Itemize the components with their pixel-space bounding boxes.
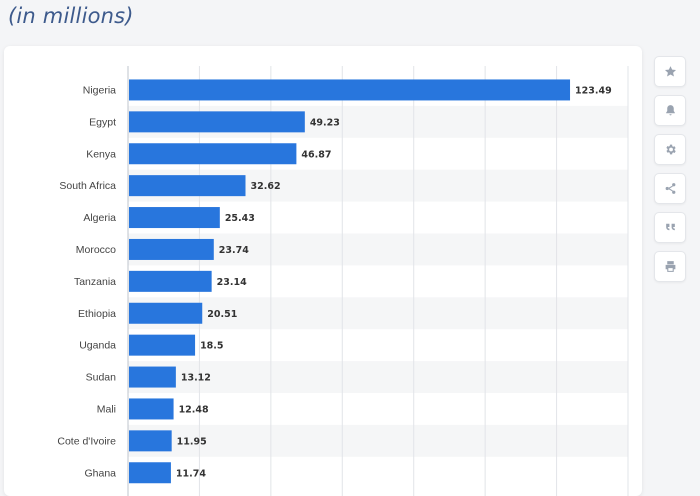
category-label: Tanzania: [74, 276, 116, 288]
bar[interactable]: [129, 79, 571, 101]
category-label: Ghana: [84, 467, 116, 479]
value-label: 11.74: [176, 468, 206, 479]
favorite-button[interactable]: [654, 56, 686, 87]
category-label: Sudan: [86, 372, 117, 384]
bar[interactable]: [129, 334, 196, 356]
row-band: [128, 361, 628, 393]
value-label: 12.48: [179, 404, 209, 415]
value-label: 46.87: [301, 149, 331, 160]
bar-chart: Nigeria 123.49 Egypt 49.23 Kenya 46.87 South A…: [57, 66, 629, 496]
chart-card: Nigeria 123.49 Egypt 49.23 Kenya 46.87 South A…: [4, 46, 642, 496]
bar[interactable]: [129, 238, 214, 260]
print-icon: [665, 261, 675, 272]
quote-icon: [665, 223, 675, 231]
bar[interactable]: [129, 366, 176, 388]
bar[interactable]: [129, 302, 203, 324]
bar[interactable]: [129, 175, 246, 197]
category-label: Algeria: [83, 212, 116, 224]
value-label: 18.5: [200, 341, 223, 352]
chart-toolbar: [654, 56, 686, 282]
bell-icon: [665, 105, 675, 116]
settings-button[interactable]: [654, 134, 686, 165]
value-label: 32.62: [251, 181, 281, 192]
bar[interactable]: [129, 398, 174, 420]
chart-subtitle: (in millions): [8, 4, 134, 28]
value-label: 11.95: [177, 436, 207, 447]
row-band: [128, 424, 628, 457]
value-label: 20.51: [207, 309, 237, 320]
category-label: Nigeria: [83, 84, 116, 96]
value-label: 123.49: [575, 85, 612, 96]
bar[interactable]: [129, 270, 212, 292]
bar[interactable]: [129, 462, 171, 484]
gear-icon: [665, 144, 676, 155]
category-label: Egypt: [89, 116, 116, 128]
bar[interactable]: [129, 207, 220, 229]
share-button[interactable]: [654, 173, 686, 204]
value-label: 49.23: [310, 117, 340, 128]
value-label: 13.12: [181, 373, 211, 384]
category-label: South Africa: [59, 180, 116, 192]
row-band: [128, 297, 628, 330]
cite-button[interactable]: [654, 212, 686, 243]
share-icon: [665, 183, 675, 194]
category-label: Cote d'Ivoire: [57, 435, 116, 447]
value-label: 25.43: [225, 213, 255, 224]
value-label: 23.14: [217, 277, 247, 288]
bar[interactable]: [129, 143, 297, 165]
star-icon: [664, 66, 676, 77]
category-label: Morocco: [76, 244, 116, 256]
category-label: Ethiopia: [78, 308, 116, 320]
category-label: Kenya: [86, 148, 116, 160]
bar[interactable]: [129, 430, 172, 452]
notification-button[interactable]: [654, 95, 686, 126]
print-button[interactable]: [654, 251, 686, 282]
bar[interactable]: [129, 111, 305, 133]
category-label: Uganda: [79, 340, 116, 352]
value-label: 23.74: [219, 245, 249, 256]
category-label: Mali: [97, 403, 116, 415]
